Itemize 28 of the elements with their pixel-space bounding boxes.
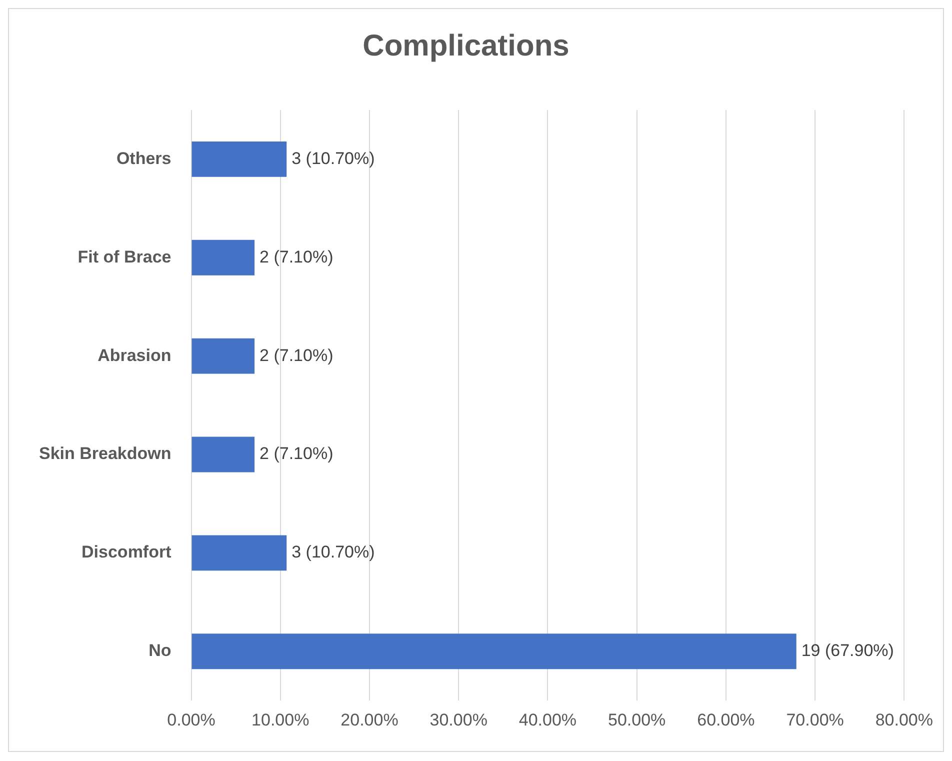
y-tick-label: Others <box>116 148 172 168</box>
y-tick-label: Discomfort <box>82 542 172 562</box>
data-label: 3 (10.70%) <box>292 542 375 562</box>
x-tick-label: 80.00% <box>875 710 934 730</box>
data-label: 19 (67.90%) <box>801 641 894 660</box>
y-tick-label: No <box>148 641 172 660</box>
data-label: 2 (7.10%) <box>260 346 334 365</box>
x-tick-label: 20.00% <box>340 710 398 730</box>
y-tick-label: Abrasion <box>98 346 172 365</box>
data-label: 2 (7.10%) <box>260 444 334 464</box>
x-tick-label: 60.00% <box>697 710 755 730</box>
x-tick-label: 70.00% <box>786 710 844 730</box>
data-label: 2 (7.10%) <box>260 247 334 266</box>
bar <box>192 240 255 276</box>
bar <box>192 535 287 571</box>
y-tick-label: Skin Breakdown <box>38 444 172 464</box>
chart-title: Complications <box>362 29 570 62</box>
bar <box>192 338 255 374</box>
y-tick-label: Fit of Brace <box>78 247 172 266</box>
bar <box>192 142 287 177</box>
data-label: 3 (10.70%) <box>292 148 375 168</box>
x-tick-label: 40.00% <box>518 710 577 730</box>
bar <box>192 634 796 670</box>
x-tick-label: 10.00% <box>252 710 310 730</box>
bar <box>192 436 255 472</box>
x-tick-label: 0.00% <box>167 710 216 730</box>
x-tick-label: 30.00% <box>430 710 488 730</box>
x-tick-label: 50.00% <box>608 710 666 730</box>
